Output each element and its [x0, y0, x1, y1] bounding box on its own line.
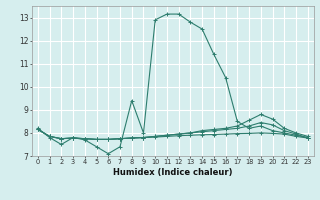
X-axis label: Humidex (Indice chaleur): Humidex (Indice chaleur) [113, 168, 233, 177]
